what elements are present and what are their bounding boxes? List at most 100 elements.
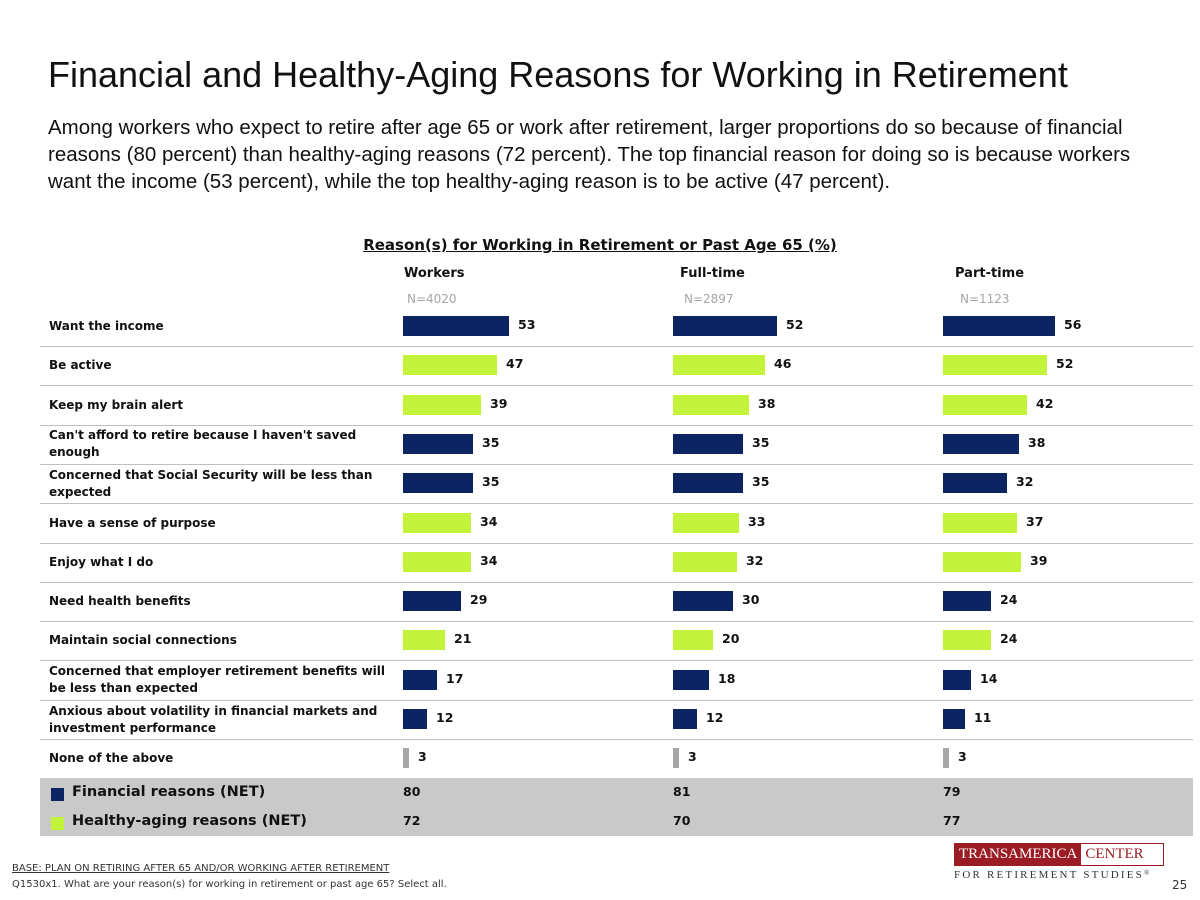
bar [673,394,749,415]
bar-value-label: 3 [418,749,427,765]
column-header-part-time: Part-time [955,266,1025,281]
bar [673,669,709,690]
bar [943,630,991,651]
bar [403,316,509,336]
bar [403,591,461,612]
bar-value-label: 35 [752,434,770,450]
net-label: Healthy-aging reasons (NET) [72,813,307,829]
column-sample-size: N=2897 [684,292,734,306]
chart-row: Concerned that Social Security will be l… [40,464,1193,505]
bar-value-label: 12 [436,710,454,725]
chart-row: Have a sense of purpose 34 33 37 [40,504,1193,544]
bar-value-label: 14 [980,670,998,686]
chart-row: Anxious about volatility in financial ma… [40,700,1193,740]
chart-row: Be active 47 46 52 [40,346,1193,387]
bar-value-label: 24 [1000,631,1018,647]
bar-value-label: 38 [758,395,776,411]
row-label: Want the income [49,319,164,333]
net-value: 79 [943,784,961,799]
net-row-financial: Financial reasons (NET) 80 81 79 [40,778,1193,807]
bar [403,394,481,415]
bar-value-label: 47 [506,356,524,372]
column-header-workers: Workers [404,266,465,281]
bar-value-label: 34 [480,552,498,568]
row-label: Need health benefits [49,594,191,609]
bar-value-label: 38 [1028,434,1046,450]
bar [943,669,971,690]
bar [943,709,965,729]
bar-value-label: 29 [470,592,488,608]
bar [673,512,739,533]
bar [673,748,679,769]
bar-value-label: 3 [958,749,967,765]
chart-row: Concerned that employer retirement benef… [40,661,1193,701]
bar-value-label: 53 [518,317,536,332]
bar-value-label: 35 [482,434,500,450]
bar [673,473,743,494]
bar-value-label: 3 [688,749,697,765]
bar-value-label: 32 [746,552,764,568]
page-number: 25 [1172,878,1188,892]
bar-value-label: 52 [786,317,804,332]
page-title: Financial and Healthy-Aging Reasons for … [48,54,1068,95]
bar [403,748,409,769]
row-label: Anxious about volatility in financial ma… [49,703,378,735]
bar [673,591,733,612]
column-header-full-time: Full-time [680,266,745,281]
row-label: Have a sense of purpose [49,515,216,530]
bar [673,355,765,376]
bar [403,630,445,651]
page-subtitle: Among workers who expect to retire after… [48,116,1131,193]
logo-name: TRANSAMERICA [955,844,1082,865]
bar-value-label: 42 [1036,395,1054,411]
column-sample-size: N=1123 [960,292,1010,306]
legend-swatch-financial [51,788,64,801]
transamerica-logo: TRANSAMERICA CENTER FOR RETIREMENT STUDI… [954,843,1164,881]
bar [943,748,949,769]
bar [673,630,713,651]
bar [943,512,1017,533]
logo-subtitle-text: FOR RETIREMENT STUDIES [954,869,1144,881]
bar [943,551,1021,572]
bar [943,394,1027,415]
chart-title: Reason(s) for Working in Retirement or P… [363,236,837,254]
bar-value-label: 18 [718,670,736,686]
bar [403,551,471,572]
net-value: 70 [673,813,691,828]
bar-value-label: 20 [722,631,740,647]
bar-value-label: 34 [480,513,498,529]
logo-center: CENTER [1085,846,1144,862]
chart-row: None of the above 3 3 3 [40,739,1193,778]
base-note: BASE: PLAN ON RETIRING AFTER 65 AND/OR W… [12,863,390,874]
bar-value-label: 17 [446,670,464,686]
bar [403,669,437,690]
bar [673,709,697,729]
bar-value-label: 37 [1026,513,1044,529]
bar [403,355,497,376]
bar [673,551,737,572]
bar-value-label: 11 [974,710,992,725]
bar-value-label: 39 [490,395,508,411]
net-value: 81 [673,784,691,799]
chart-row: Need health benefits 29 30 24 [40,582,1193,623]
bar [403,473,473,494]
bar [673,316,777,336]
bar [403,433,473,454]
bar [943,591,991,612]
bar [673,433,743,454]
bar [403,512,471,533]
net-value: 80 [403,784,421,799]
bar-value-label: 32 [1016,474,1034,490]
bar-value-label: 21 [454,631,472,647]
question-note: Q1530x1. What are your reason(s) for wor… [12,879,447,890]
bar-value-label: 56 [1064,317,1082,332]
bar-value-label: 35 [482,474,500,490]
logo-subtitle: FOR RETIREMENT STUDIES® [954,869,1149,881]
chart-row: Can't afford to retire because I haven't… [40,425,1193,465]
bar [943,355,1047,376]
column-sample-size: N=4020 [407,292,457,306]
bar-value-label: 35 [752,474,770,490]
row-label: Be active [49,358,112,373]
bar-value-label: 46 [774,356,792,372]
bar-value-label: 24 [1000,592,1018,608]
